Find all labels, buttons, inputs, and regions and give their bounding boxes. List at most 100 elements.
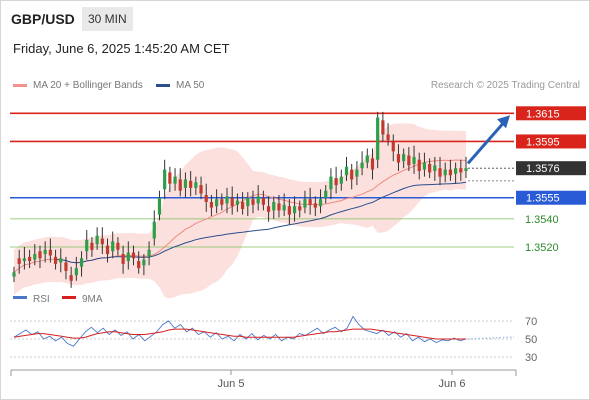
candle-body bbox=[308, 199, 312, 205]
candle-body bbox=[417, 159, 421, 171]
candle-body bbox=[324, 190, 328, 198]
candle-body bbox=[433, 165, 437, 171]
candle-body bbox=[448, 169, 453, 176]
candle-body bbox=[168, 172, 172, 184]
candle-body bbox=[38, 251, 42, 259]
candle-body bbox=[43, 249, 47, 255]
candle-body bbox=[282, 204, 286, 211]
timeframe-badge[interactable]: 30 MIN bbox=[82, 7, 133, 31]
candle-body bbox=[74, 268, 78, 276]
candle-body bbox=[189, 180, 193, 188]
resistance-label: 1.3615 bbox=[526, 108, 560, 120]
rsi-ma9-line bbox=[13, 328, 466, 340]
candle-body bbox=[329, 176, 333, 190]
candle-body bbox=[318, 199, 323, 207]
candle-body bbox=[178, 179, 182, 191]
candle-body bbox=[95, 235, 99, 245]
candle-body bbox=[48, 249, 52, 256]
rsi-tick-label: 50 bbox=[525, 334, 537, 346]
support-label: 1.3555 bbox=[526, 193, 560, 205]
rsi-legend-label: RSI bbox=[33, 294, 50, 305]
candle-body bbox=[131, 252, 136, 259]
candle-body bbox=[376, 117, 380, 160]
candle-body bbox=[85, 239, 89, 252]
candle-body bbox=[454, 168, 458, 174]
candle-body bbox=[298, 206, 302, 211]
candle-body bbox=[137, 261, 141, 269]
candle-body bbox=[334, 178, 338, 186]
candle-body bbox=[261, 197, 265, 205]
candle-body bbox=[240, 201, 245, 209]
candle-body bbox=[422, 162, 427, 170]
candle-body bbox=[183, 179, 188, 188]
candle-body bbox=[163, 169, 167, 190]
candle-body bbox=[64, 262, 68, 271]
candle-body bbox=[407, 155, 411, 166]
candle-body bbox=[344, 166, 349, 176]
candle-body bbox=[277, 203, 281, 211]
last-price-tag bbox=[516, 161, 586, 176]
resistance-tag bbox=[516, 106, 586, 121]
rsi-tick-label: 30 bbox=[525, 352, 537, 364]
ma50-swatch bbox=[156, 84, 170, 87]
candle-body bbox=[204, 194, 208, 202]
candle-body bbox=[230, 197, 234, 207]
ma9-legend-label: 9MA bbox=[82, 294, 103, 305]
candle-body bbox=[27, 256, 32, 262]
rsi-line bbox=[13, 315, 467, 347]
candle-body bbox=[246, 197, 250, 207]
target-label: 1.3540 bbox=[525, 214, 559, 226]
forecast-arrow-head bbox=[497, 115, 510, 129]
rsi-tick-label: 70 bbox=[525, 316, 537, 328]
candle-body bbox=[313, 203, 317, 208]
rsi-legend-swatch bbox=[13, 296, 27, 299]
candle-body bbox=[251, 199, 255, 205]
candle-body bbox=[17, 258, 21, 264]
candle-body bbox=[225, 196, 229, 204]
resistance-label: 1.3595 bbox=[526, 136, 560, 148]
candle-body bbox=[147, 249, 151, 257]
candle-body bbox=[69, 275, 73, 281]
candle-body bbox=[100, 238, 104, 245]
x-axis-tick-label: Jun 6 bbox=[439, 378, 466, 390]
candle-body bbox=[142, 259, 146, 266]
symbol-title: GBP/USD bbox=[11, 11, 75, 27]
candle-body bbox=[428, 163, 432, 173]
candle-body bbox=[116, 242, 120, 250]
candle-body bbox=[438, 168, 442, 177]
legend-ma20: MA 20 + Bollinger Bands bbox=[13, 80, 143, 91]
candle-body bbox=[121, 254, 125, 264]
candle-body bbox=[350, 169, 354, 180]
candle-body bbox=[12, 272, 16, 277]
resistance-tag bbox=[516, 134, 586, 149]
candle-body bbox=[272, 201, 276, 211]
legend-ma20-label: MA 20 + Bollinger Bands bbox=[33, 80, 143, 91]
candle-body bbox=[194, 182, 198, 188]
x-axis-tick-label: Jun 5 bbox=[218, 378, 245, 390]
last-price-label: 1.3576 bbox=[526, 163, 560, 175]
candle-body bbox=[111, 241, 115, 252]
candle-body bbox=[235, 200, 240, 205]
candle-body bbox=[199, 185, 203, 194]
candle-body bbox=[464, 168, 468, 171]
candle-body bbox=[303, 199, 307, 208]
candle-body bbox=[355, 169, 359, 177]
candle-body bbox=[152, 221, 156, 239]
legend-ma50: MA 50 bbox=[156, 80, 204, 91]
candle-body bbox=[391, 141, 395, 152]
candle-body bbox=[79, 258, 84, 267]
candle-body bbox=[22, 258, 26, 262]
credit-label: Research © 2025 Trading Central bbox=[430, 80, 580, 91]
candle-body bbox=[209, 201, 214, 208]
candle-body bbox=[266, 206, 271, 212]
candle-body bbox=[287, 206, 291, 215]
candle-body bbox=[105, 245, 110, 255]
candle-body bbox=[459, 168, 463, 173]
target-label: 1.3520 bbox=[525, 242, 559, 254]
candle-body bbox=[157, 197, 162, 215]
ma9-legend-swatch bbox=[62, 296, 76, 299]
candle-body bbox=[59, 258, 63, 263]
candle-body bbox=[215, 199, 219, 207]
candle-body bbox=[386, 134, 390, 141]
